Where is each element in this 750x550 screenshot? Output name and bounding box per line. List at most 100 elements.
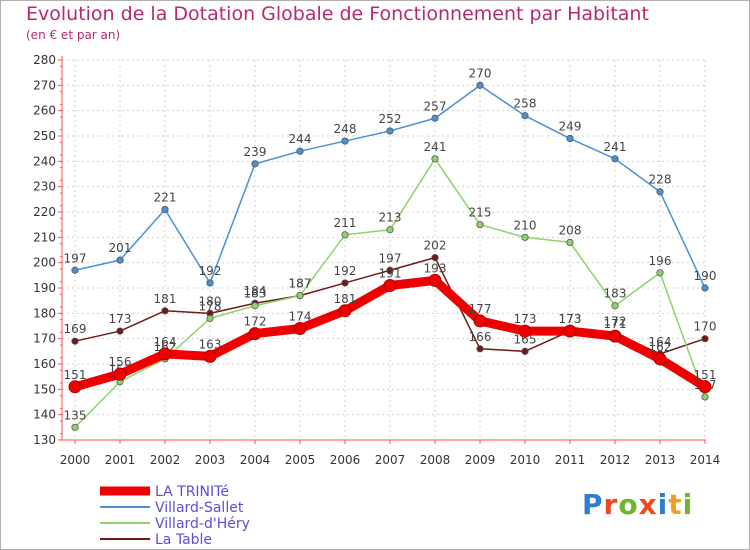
x-tick-label: 2005 [285, 453, 316, 467]
series-2-point [296, 147, 304, 155]
series-0-data-label: 184 [244, 284, 267, 298]
x-tick-label: 2010 [510, 453, 541, 467]
series-0-point [431, 254, 439, 262]
x-tick-label: 2014 [690, 453, 721, 467]
series-2-data-label: 192 [199, 264, 222, 278]
series-2-data-label: 252 [379, 112, 402, 126]
series-2-data-label: 257 [424, 99, 447, 113]
series-3-point [113, 367, 127, 381]
series-1-point [341, 231, 349, 239]
series-3-data-label: 156 [109, 355, 132, 369]
series-1-point [296, 291, 304, 300]
y-tick-label: 180 [33, 306, 56, 320]
series-2-data-label: 244 [289, 132, 312, 146]
series-2-point [476, 81, 484, 89]
series-1-point [701, 393, 709, 401]
series-0-point [161, 307, 169, 315]
legend-label: Villard-d'Héry [155, 516, 250, 532]
y-tick-label: 140 [33, 408, 56, 422]
series-1-point [431, 155, 439, 163]
series-3-point [698, 380, 712, 394]
series-2-data-label: 249 [559, 120, 582, 134]
series-1-point [386, 226, 394, 234]
legend-label: LA TRINITé [155, 484, 229, 500]
series-3-point [338, 304, 352, 318]
series-1-point [656, 269, 664, 277]
series-2-data-label: 239 [244, 145, 267, 159]
series-0-data-label: 181 [154, 292, 177, 306]
series-1-point [611, 302, 619, 310]
series-3-data-label: 172 [244, 315, 267, 329]
series-3-point [518, 324, 532, 338]
series-2-point [566, 134, 574, 143]
series-0-point [341, 279, 349, 287]
y-tick-label: 200 [33, 256, 56, 270]
series-2-point [116, 256, 124, 264]
x-tick-label: 2006 [330, 453, 361, 467]
x-tick-label: 2004 [240, 453, 271, 467]
series-3-data-label: 151 [694, 368, 717, 382]
series-1-data-label: 241 [424, 140, 447, 154]
x-tick-label: 2003 [195, 453, 226, 467]
series-2-data-label: 248 [334, 122, 357, 136]
series-3-data-label: 173 [514, 312, 537, 326]
series-0-data-label: 202 [424, 239, 447, 253]
series-3-data-label: 177 [469, 302, 492, 316]
series-2-point [701, 284, 709, 292]
series-1-point [71, 423, 79, 431]
series-2-data-label: 197 [64, 251, 87, 265]
series-1-point [251, 302, 259, 310]
series-3-data-label: 171 [604, 317, 627, 331]
series-0-data-label: 172 [604, 315, 627, 329]
y-tick-label: 250 [33, 129, 56, 143]
series-1-data-label: 196 [649, 254, 672, 268]
series-3-point [563, 324, 577, 338]
y-tick-label: 130 [33, 433, 56, 447]
y-tick-label: 230 [33, 180, 56, 194]
series-0-data-label: 166 [469, 330, 492, 344]
series-3-data-label: 164 [154, 335, 177, 349]
series-0-data-label: 170 [694, 320, 717, 334]
series-3-point [608, 329, 622, 343]
series-3-data-label: 163 [199, 337, 222, 351]
series-1-point [566, 238, 574, 246]
series-2-data-label: 228 [649, 173, 672, 187]
y-tick-label: 150 [33, 382, 56, 396]
series-0-data-label: 192 [334, 264, 357, 278]
series-3-data-label: 181 [334, 292, 357, 306]
y-tick-label: 280 [33, 53, 56, 67]
series-1-data-label: 183 [244, 287, 267, 301]
series-2-data-label: 258 [514, 97, 537, 111]
series-3-point [293, 322, 307, 336]
y-tick-label: 240 [33, 154, 56, 168]
series-2-point [611, 155, 619, 163]
series-1-data-label: 178 [199, 299, 222, 313]
series-3-data-label: 191 [379, 266, 402, 280]
x-tick-label: 2009 [465, 453, 496, 467]
series-0-point [71, 337, 79, 345]
series-1-data-label: 211 [334, 216, 357, 230]
series-2-data-label: 201 [109, 241, 132, 255]
series-0-point [116, 327, 124, 335]
y-tick-label: 160 [33, 357, 56, 371]
series-3-data-label: 151 [64, 368, 87, 382]
series-0-data-label: 164 [649, 335, 672, 349]
x-tick-label: 2007 [375, 453, 406, 467]
series-1-data-label: 187 [289, 277, 312, 291]
series-2-point [251, 160, 259, 168]
x-tick-label: 2008 [420, 453, 451, 467]
x-tick-label: 2002 [150, 453, 181, 467]
legend-label: Villard-Sallet [155, 500, 244, 516]
chart-title: Evolution de la Dotation Globale de Fonc… [26, 3, 649, 25]
series-2-point [656, 188, 664, 196]
series-2-point [521, 112, 529, 120]
series-2-data-label: 190 [694, 269, 717, 283]
series-3-point [68, 380, 82, 394]
series-1-data-label: 208 [559, 223, 582, 237]
series-3-point [383, 278, 397, 292]
series-3-data-label: 173 [559, 312, 582, 326]
x-tick-label: 2011 [555, 453, 586, 467]
x-tick-label: 2000 [60, 453, 91, 467]
series-3-point [248, 327, 262, 341]
